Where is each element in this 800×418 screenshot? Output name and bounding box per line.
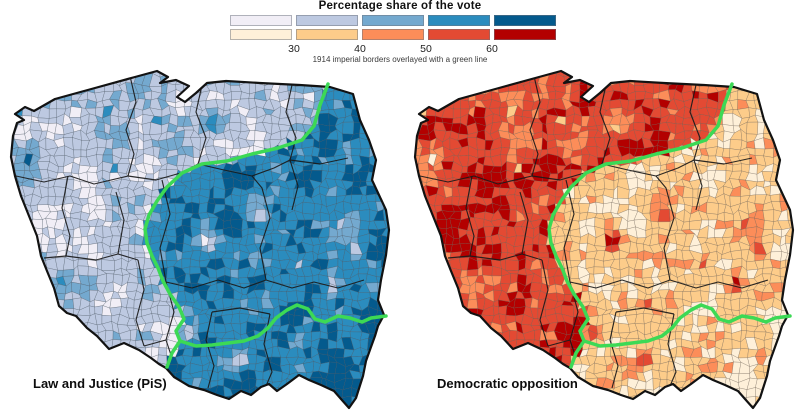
municipality-cells [415,71,793,408]
country-outline [9,69,391,410]
map-label-opposition: Democratic opposition [437,376,578,391]
legend-tick-40: 40 [354,43,366,55]
legend-title: Percentage share of the vote [318,0,482,12]
legend-swatch [494,29,556,40]
legend-swatch [230,15,292,26]
legend-swatch [428,15,490,26]
legend-swatch [362,15,424,26]
legend-swatch [296,29,358,40]
map-pis [9,69,391,410]
legend-tick-50: 50 [420,43,432,55]
imperial-border-line [143,82,388,369]
map-opposition [413,69,795,410]
legend-tick-60: 60 [486,43,498,55]
legend-note: 1914 imperial borders overlayed with a g… [312,55,488,64]
legend-ticks: 30 40 50 60 [230,43,556,56]
municipality-cells [11,71,389,408]
legend-tick-30: 30 [288,43,300,55]
map-label-pis: Law and Justice (PiS) [33,376,167,391]
legend-swatch [428,29,490,40]
legend-swatch [296,15,358,26]
vote-share-legend: 30 40 50 60 [230,15,556,56]
legend-swatch [494,15,556,26]
province-borders [419,75,769,389]
legend-swatch [362,29,424,40]
legend-row-red [230,29,556,40]
country-outline [413,69,795,410]
legend-swatch [230,29,292,40]
imperial-border-line [547,82,792,369]
legend-row-blue [230,15,556,26]
